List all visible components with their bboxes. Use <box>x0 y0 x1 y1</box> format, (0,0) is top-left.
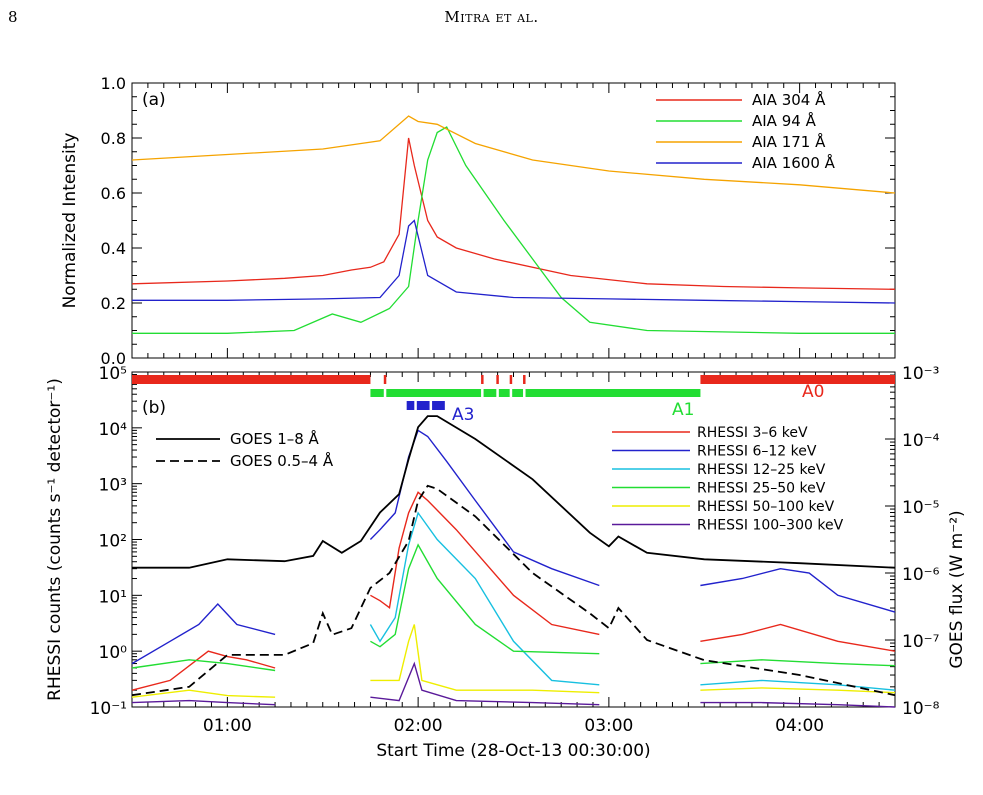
legend-label-goes-0-5-4a: GOES 0.5–4 Å <box>230 451 334 470</box>
series-rhessi-12-25kev-line <box>369 511 600 686</box>
panel-b-y2tick-label: 10⁻⁴ <box>902 431 940 451</box>
series-rhessi-50-100kev-line <box>370 624 600 694</box>
panel-b-ytick-label: 10¹ <box>99 587 127 607</box>
panel-b-ytick-label: 10⁴ <box>99 420 128 440</box>
panel-a-ytick-label: 0.8 <box>101 129 126 148</box>
legend-label-aia-94: AIA 94 Å <box>752 111 817 130</box>
attenuator-label-a3: A3 <box>452 405 474 425</box>
panel-b-xtick-label: 03:00 <box>584 716 633 736</box>
legend-label-goes-1-8a: GOES 1–8 Å <box>230 429 320 448</box>
legend-label-aia-171: AIA 171 Å <box>752 132 826 151</box>
panel-b-xlabel: Start Time (28-Oct-13 00:30:00) <box>376 741 650 761</box>
panel-b-ytick-label: 10³ <box>99 476 127 496</box>
attenuator-tick-a0 <box>481 375 484 384</box>
attenuator-gap-a1 <box>481 389 484 397</box>
legend-label-rhessi-6-12kev: RHESSI 6–12 keV <box>697 444 817 460</box>
panel-a-label: (a) <box>142 90 166 110</box>
panel-b-xtick-label: 01:00 <box>203 716 252 736</box>
series-rhessi-100-300kev-line <box>370 661 600 706</box>
attenuator-bar-a0 <box>132 375 371 384</box>
attenuator-label-a0: A0 <box>802 382 824 402</box>
legend-label-aia-304: AIA 304 Å <box>752 90 826 109</box>
panel-b-y2tick-label: 10⁻⁶ <box>902 565 940 585</box>
series-rhessi-12-25kev-line <box>700 679 896 691</box>
series-goes-0-5-4a-line <box>131 484 896 697</box>
series-rhessi-6-12kev-line <box>131 602 276 665</box>
panel-b-y2label: GOES flux (W m⁻²) <box>947 510 967 668</box>
attenuator-gap-a3 <box>414 401 417 410</box>
series-rhessi-25-50kev-line <box>700 659 896 667</box>
panel-b-ytick-label: 10⁰ <box>99 643 128 663</box>
panel-a-ytick-label: 1.0 <box>101 74 126 93</box>
panel-a-ytick-label: 0.6 <box>101 184 126 203</box>
legend-label-rhessi-3-6kev: RHESSI 3–6 keV <box>697 425 808 441</box>
series-rhessi-3-6kev-line <box>700 623 896 652</box>
panel-b-ytick-label: 10² <box>99 532 127 552</box>
series-aia-304-line <box>131 137 896 290</box>
panel-b-frame <box>131 371 896 708</box>
series-goes-1-8a-line <box>132 415 896 569</box>
series-aia-1600-line <box>132 219 896 304</box>
series-rhessi-6-12kev-line <box>700 567 896 613</box>
panel-a-ytick-label: 0.2 <box>101 294 126 313</box>
attenuator-bar-a1 <box>370 389 701 397</box>
attenuator-bar-a0 <box>700 375 895 384</box>
series-rhessi-50-100kev-line <box>131 689 276 698</box>
series-rhessi-3-6kev-line <box>131 650 276 691</box>
attenuator-tick-a0 <box>509 375 513 384</box>
attenuator-gap-a1 <box>523 389 526 397</box>
series-rhessi-6-12kev-line <box>369 429 600 587</box>
running-head: Mitra et al. <box>444 8 539 26</box>
series-rhessi-25-50kev-line <box>370 543 600 655</box>
attenuator-bar-a3 <box>406 401 445 410</box>
series-rhessi-3-6kev-line <box>370 491 600 636</box>
legend-label-rhessi-100-300kev: RHESSI 100–300 keV <box>697 518 844 534</box>
panel-a-ytick-label: 0.0 <box>101 349 126 368</box>
panel-b-ytick-label: 10⁻¹ <box>90 699 127 719</box>
panel-b-ylabel: RHESSI counts (counts s⁻¹ detector⁻¹) <box>45 378 65 701</box>
legend-label-rhessi-25-50kev: RHESSI 25–50 keV <box>697 481 826 497</box>
legend-label-aia-1600: AIA 1600 Å <box>752 153 836 172</box>
series-rhessi-100-300kev-line <box>131 699 276 706</box>
attenuator-gap-a1 <box>383 389 387 397</box>
legend-label-rhessi-12-25kev: RHESSI 12–25 keV <box>697 462 826 478</box>
panel-b-y2tick-label: 10⁻³ <box>902 364 939 384</box>
attenuator-gap-a3 <box>429 401 433 410</box>
series-rhessi-25-50kev-line <box>131 659 276 672</box>
series-rhessi-100-300kev-line <box>700 701 896 708</box>
attenuator-gap-a1 <box>509 389 513 397</box>
panel-b-label: (b) <box>142 398 166 418</box>
panel-b-y2tick-label: 10⁻⁸ <box>902 699 940 719</box>
page-number: 8 <box>8 8 18 26</box>
legend-label-rhessi-50-100kev: RHESSI 50–100 keV <box>697 499 835 515</box>
series-rhessi-50-100kev-line <box>700 687 896 694</box>
attenuator-tick-a0 <box>383 375 387 384</box>
attenuator-label-a1: A1 <box>672 400 694 420</box>
series-aia-171-line <box>131 115 896 194</box>
panel-a-ytick-label: 0.4 <box>101 239 126 258</box>
attenuator-tick-a0 <box>523 375 526 384</box>
attenuator-gap-a1 <box>496 389 499 397</box>
panel-b-y2tick-label: 10⁻⁵ <box>902 498 939 518</box>
attenuator-tick-a0 <box>496 375 499 384</box>
panel-b-xtick-label: 04:00 <box>775 716 824 736</box>
panel-a-ylabel: Normalized Intensity <box>60 133 80 309</box>
panel-b-xtick-label: 02:00 <box>394 716 443 736</box>
panel-b-y2tick-label: 10⁻⁷ <box>902 632 940 652</box>
series-aia-94-line <box>132 126 895 334</box>
panel-b-ytick-label: 10⁵ <box>99 364 127 384</box>
